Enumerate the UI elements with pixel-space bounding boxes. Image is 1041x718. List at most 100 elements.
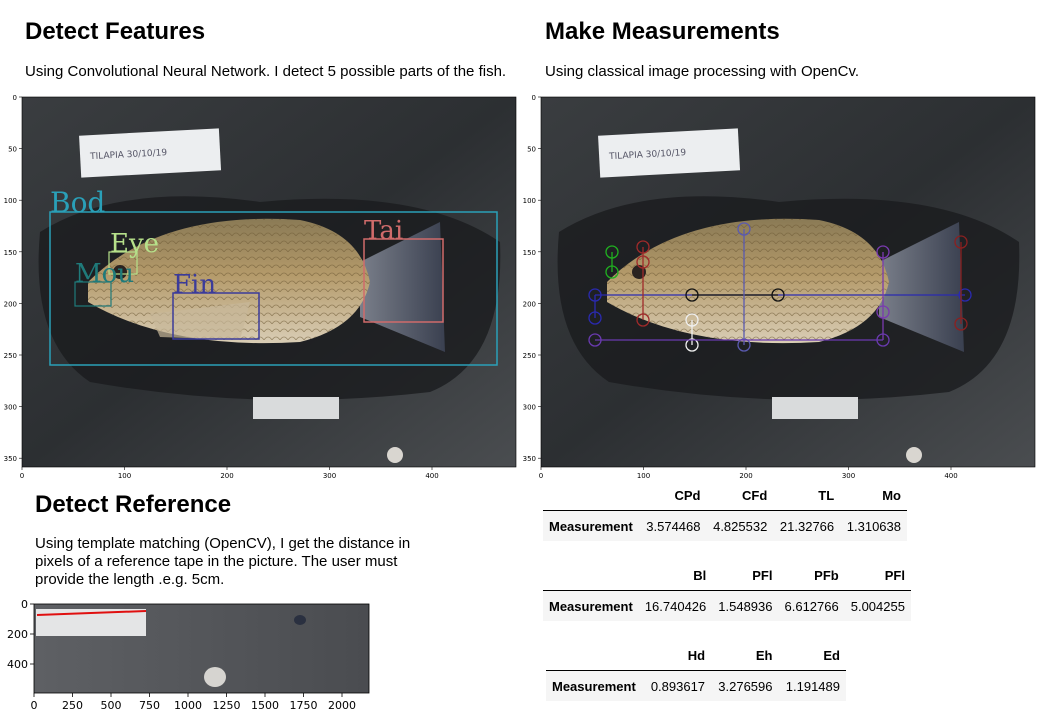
measurement-table-3: Hd Eh Ed Measurement 0.893617 3.276596 1… <box>546 640 846 701</box>
y-tick-label: 150 <box>523 249 536 257</box>
measurement-overlays <box>588 222 972 352</box>
table-cell: 3.574468 <box>646 518 701 534</box>
column-header: Eh <box>711 640 779 671</box>
mouth-bounding-box <box>74 281 112 307</box>
x-tick-label: 250 <box>62 699 83 712</box>
y-tick-label: 300 <box>4 404 17 412</box>
x-axis: 0 100 200 300 400 <box>20 467 439 480</box>
table-cell: 0.893617 <box>650 678 706 694</box>
section-description-detect-features: Using Convolutional Neural Network. I de… <box>25 63 507 80</box>
table-cell: 3.276596 <box>718 678 773 694</box>
x-tick-label: 100 <box>118 472 131 480</box>
table-cell: 1.310638 <box>846 518 901 534</box>
measure-point <box>771 288 785 302</box>
x-tick-label: 1000 <box>174 699 202 712</box>
row-label: Measurement <box>549 518 633 534</box>
measure-point <box>876 333 890 347</box>
measure-point <box>685 288 699 302</box>
x-tick-label: 200 <box>220 472 233 480</box>
section-title-detect-reference: Detect Reference <box>35 491 232 518</box>
x-tick-label: 300 <box>842 472 855 480</box>
fish-photo: TILAPIA 30/10/19 <box>541 97 1035 467</box>
column-header: Ed <box>778 640 846 671</box>
table-header-corner <box>543 560 639 591</box>
x-tick-label: 1750 <box>290 699 318 712</box>
table-row: Measurement 0.893617 3.276596 1.191489 <box>546 670 846 701</box>
y-tick-label: 150 <box>4 249 17 257</box>
table-row: Measurement 16.740426 1.548936 6.612766 … <box>543 590 911 621</box>
row-label: Measurement <box>552 678 636 694</box>
y-tick-label: 100 <box>523 197 536 205</box>
section-title-detect-features: Detect Features <box>25 18 206 45</box>
y-tick-label: 0 <box>13 94 17 102</box>
table-header-row: Hd Eh Ed <box>546 640 846 671</box>
y-axis: 0 200 400 <box>7 600 34 671</box>
x-tick-label: 400 <box>944 472 957 480</box>
y-tick-label: 50 <box>527 146 536 154</box>
measure-point <box>876 305 890 319</box>
measurement-table-1: CPd CFd TL Mo Measurement 3.574468 4.825… <box>543 480 907 541</box>
measure-point <box>954 235 968 249</box>
measure-point <box>636 255 650 269</box>
y-tick-label: 200 <box>523 300 536 308</box>
x-tick-label: 500 <box>101 699 122 712</box>
y-tick-label: 200 <box>4 300 17 308</box>
table-cell: 5.004255 <box>850 598 905 614</box>
fish-photo: TILAPIA 30/10/19 <box>22 97 516 467</box>
y-axis: 0 50 100 150 200 250 300 350 <box>523 94 541 463</box>
column-header: Bl <box>638 560 713 591</box>
reference-photo <box>34 604 369 693</box>
y-tick-label: 100 <box>4 197 17 205</box>
measure-point <box>636 313 650 327</box>
y-tick-label: 350 <box>523 455 536 463</box>
y-tick-label: 350 <box>4 455 17 463</box>
section-description-make-measurements: Using classical image processing with Op… <box>545 63 860 80</box>
y-tick-label: 300 <box>523 404 536 412</box>
y-tick-label: 50 <box>8 146 17 154</box>
measure-point <box>588 333 602 347</box>
measure-point <box>605 245 619 259</box>
measurement-table-2: Bl PFl PFb PFl Measurement 16.740426 1.5… <box>543 560 911 621</box>
measure-point <box>737 338 751 352</box>
x-tick-label: 200 <box>739 472 752 480</box>
x-tick-label: 400 <box>425 472 438 480</box>
x-tick-label: 1250 <box>213 699 241 712</box>
x-tick-label: 0 <box>31 699 38 712</box>
column-header: TL <box>773 480 841 511</box>
section-description-detect-reference: Using template matching (OpenCV), I get … <box>35 535 411 588</box>
measure-point <box>958 288 972 302</box>
table-header-row: Bl PFl PFb PFl <box>543 560 911 591</box>
measure-point <box>685 338 699 352</box>
measure-point <box>685 313 699 327</box>
column-header: Hd <box>643 640 712 671</box>
column-header: Mo <box>840 480 907 511</box>
fin-box-label: Fin <box>173 270 216 300</box>
table-header-corner <box>543 480 640 511</box>
table-cell: 1.191489 <box>785 678 840 694</box>
table-cell: 1.548936 <box>718 598 773 614</box>
make-measurements-plot: TILAPIA 30/10/19 <box>523 94 1036 480</box>
table-cell: 4.825532 <box>713 518 768 534</box>
x-tick-label: 1500 <box>251 699 279 712</box>
eye-box-label: Eye <box>110 229 159 259</box>
x-tick-label: 0 <box>20 472 24 480</box>
reference-distance-line <box>36 610 147 616</box>
table-row: Measurement 3.574468 4.825532 21.32766 1… <box>543 510 907 541</box>
table-cell: 21.32766 <box>779 518 835 534</box>
measure-point <box>876 245 890 259</box>
y-axis: 0 50 100 150 200 250 300 350 <box>4 94 22 463</box>
column-header: PFl <box>844 560 911 591</box>
detect-features-plot: TILAPIA 30/10/19 Bod Eye Mou Fin Tai 0 5… <box>4 94 517 480</box>
y-tick-label: 400 <box>7 658 28 671</box>
note-text: TILAPIA 30/10/19 <box>89 148 168 162</box>
table-header-corner <box>546 640 644 671</box>
measure-point <box>588 311 602 325</box>
table-cell: 16.740426 <box>644 598 707 614</box>
table-cell: 6.612766 <box>784 598 839 614</box>
tail-bounding-box <box>363 238 444 323</box>
section-title-make-measurements: Make Measurements <box>545 18 780 45</box>
y-tick-label: 250 <box>4 352 17 360</box>
fin-bounding-box <box>172 292 260 340</box>
y-tick-label: 0 <box>21 600 28 611</box>
x-tick-label: 2000 <box>328 699 356 712</box>
